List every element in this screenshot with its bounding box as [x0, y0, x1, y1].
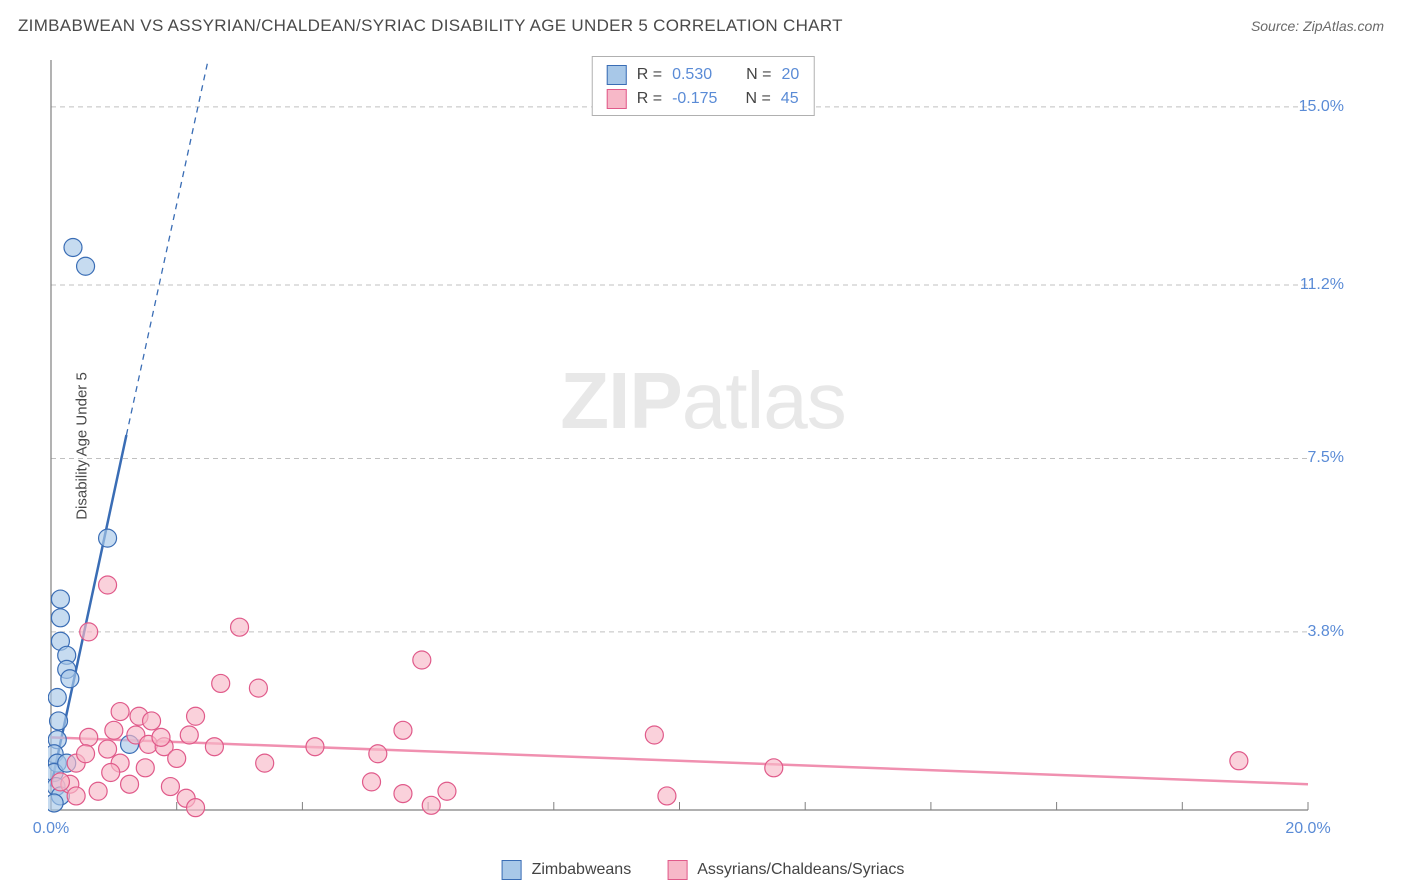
plot-area: ZIPatlas R = 0.530 N = 20 R = -0.175 N =… — [48, 50, 1358, 830]
bottom-legend: Zimbabweans Assyrians/Chaldeans/Syriacs — [502, 860, 905, 880]
legend-label-pink: Assyrians/Chaldeans/Syriacs — [697, 861, 904, 879]
stat-r-label: R = — [637, 63, 662, 87]
x-tick-label: 20.0% — [1285, 820, 1330, 838]
legend-label-blue: Zimbabweans — [532, 861, 632, 879]
stats-row-pink: R = -0.175 N = 45 — [607, 87, 800, 111]
stat-r-pink: -0.175 — [672, 87, 717, 111]
x-tick-label: 0.0% — [33, 820, 69, 838]
stat-r-blue: 0.530 — [672, 63, 712, 87]
scatter-svg — [48, 50, 1358, 830]
y-tick-label: 11.2% — [1300, 276, 1344, 294]
y-tick-label: 7.5% — [1308, 449, 1344, 467]
y-tick-label: 3.8% — [1308, 623, 1344, 641]
legend-swatch-pink-icon — [667, 860, 687, 880]
swatch-blue-icon — [607, 65, 627, 85]
stat-n-label-2: N = — [745, 87, 770, 111]
chart-container: ZIMBABWEAN VS ASSYRIAN/CHALDEAN/SYRIAC D… — [0, 0, 1406, 892]
stats-legend-box: R = 0.530 N = 20 R = -0.175 N = 45 — [592, 56, 815, 116]
stats-row-blue: R = 0.530 N = 20 — [607, 63, 800, 87]
source-attribution: Source: ZipAtlas.com — [1251, 18, 1384, 34]
legend-item-blue: Zimbabweans — [502, 860, 632, 880]
stat-n-label: N = — [746, 63, 771, 87]
legend-item-pink: Assyrians/Chaldeans/Syriacs — [667, 860, 904, 880]
chart-title: ZIMBABWEAN VS ASSYRIAN/CHALDEAN/SYRIAC D… — [18, 16, 843, 36]
y-tick-label: 15.0% — [1299, 98, 1344, 116]
legend-swatch-blue-icon — [502, 860, 522, 880]
swatch-pink-icon — [607, 89, 627, 109]
stat-n-blue: 20 — [781, 63, 799, 87]
stat-n-pink: 45 — [781, 87, 799, 111]
stat-r-label-2: R = — [637, 87, 662, 111]
